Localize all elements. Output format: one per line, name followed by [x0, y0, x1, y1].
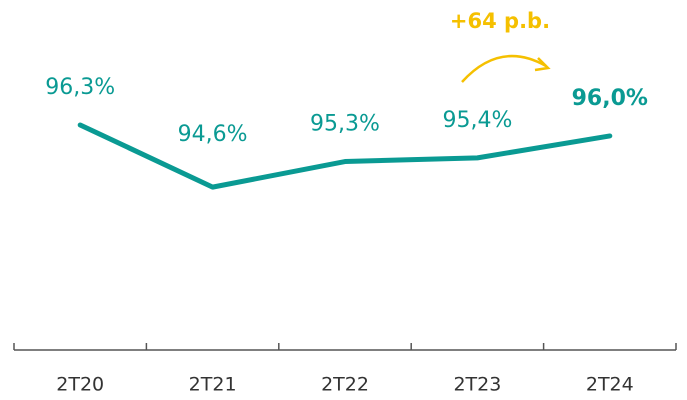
x-tick-label: 2T20 — [56, 374, 104, 396]
x-tick-label: 2T22 — [321, 374, 369, 396]
value-label: 96,3% — [45, 75, 115, 100]
x-tick-label: 2T21 — [189, 374, 237, 396]
line — [77, 122, 613, 190]
annotation-arrow — [461, 54, 547, 83]
x-tick-label: 2T24 — [586, 374, 634, 396]
annotation: +64 p.b. — [450, 9, 550, 33]
value-label: 96,0% — [572, 86, 648, 111]
value-label: 94,6% — [178, 122, 248, 147]
x-tick-label: 2T23 — [453, 374, 501, 396]
value-label: 95,4% — [442, 108, 512, 133]
value-label: 95,3% — [310, 112, 380, 137]
annotation-arrowhead — [534, 57, 551, 72]
